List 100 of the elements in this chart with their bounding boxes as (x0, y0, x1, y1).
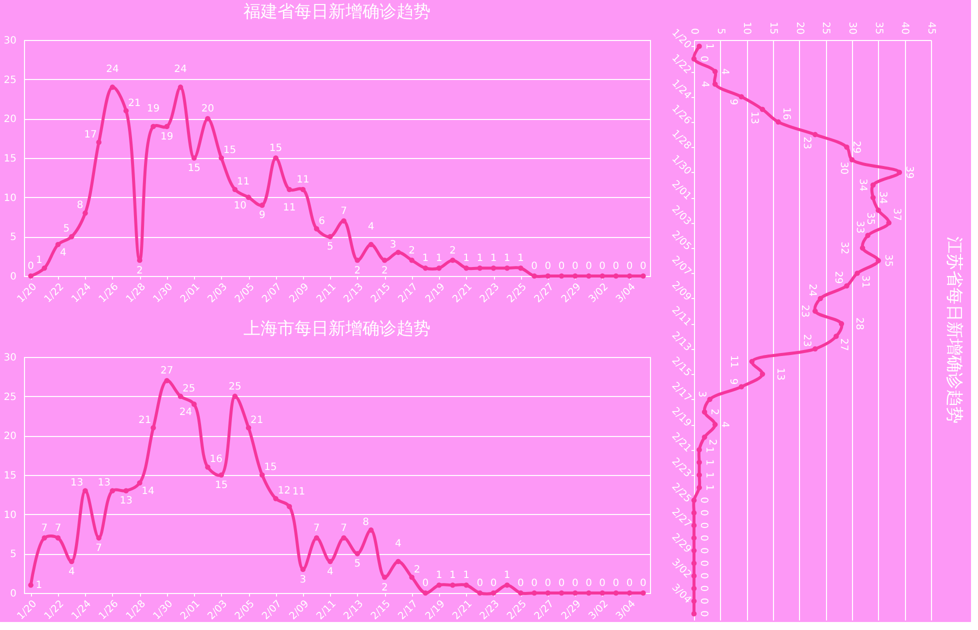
data-label: 0 (490, 578, 497, 589)
point (712, 422, 718, 428)
y-tick-label: 0 (10, 272, 16, 282)
data-label: 12 (278, 486, 290, 497)
data-label: 0 (572, 261, 578, 272)
point (123, 488, 129, 494)
data-label: 7 (54, 522, 62, 534)
data-label: 8 (76, 200, 84, 212)
x-tick-label: 0 (688, 28, 700, 34)
point (28, 582, 34, 588)
x-tick-label: 25 (820, 22, 832, 34)
point (82, 210, 88, 216)
point (504, 582, 510, 588)
point (532, 590, 537, 596)
data-label: 13 (774, 368, 786, 380)
x-tick-label: 20 (794, 22, 805, 34)
point (110, 488, 116, 494)
point (865, 232, 870, 238)
point (150, 124, 156, 130)
point (490, 590, 496, 596)
data-label: 8 (362, 517, 370, 528)
data-label: 0 (544, 578, 552, 589)
data-label: 0 (518, 578, 524, 589)
data-label: 30 (838, 162, 849, 175)
data-label: 16 (780, 107, 792, 120)
data-label: 1 (703, 43, 714, 50)
point (178, 394, 184, 399)
point (834, 334, 839, 339)
point (844, 283, 850, 289)
data-label: 2 (136, 265, 143, 276)
data-label: 0 (422, 578, 429, 589)
point (218, 472, 224, 478)
point (205, 464, 210, 470)
x-tick-label: 10 (741, 22, 752, 34)
data-label: 23 (799, 304, 810, 318)
point (760, 106, 766, 112)
y-tick-label: 5 (10, 232, 16, 244)
chart-title: 福建省每日新增确诊趋势 (244, 2, 430, 22)
data-label: 29 (850, 140, 862, 154)
point (640, 273, 646, 279)
data-label: 9 (258, 210, 266, 222)
point (354, 258, 360, 263)
data-label: 24 (106, 64, 119, 76)
point (232, 394, 238, 399)
point (812, 132, 818, 138)
data-label: 1 (436, 570, 442, 582)
point (409, 258, 414, 263)
data-label: 5 (354, 558, 361, 570)
point (178, 84, 184, 90)
point (464, 582, 469, 588)
point (696, 472, 702, 478)
data-label: 15 (214, 480, 228, 491)
point (586, 590, 592, 596)
data-label: 15 (264, 462, 277, 473)
y-tick-label: 15 (4, 470, 16, 482)
data-label: 0 (698, 560, 709, 566)
point (707, 396, 712, 402)
point (876, 208, 881, 213)
data-label: 21 (250, 414, 264, 426)
data-label: 0 (558, 578, 565, 589)
data-label: 37 (890, 208, 902, 221)
point (396, 250, 401, 256)
data-label: 23 (801, 334, 812, 347)
data-label: 6 (318, 216, 325, 227)
point (422, 265, 428, 271)
point (354, 551, 360, 556)
data-label: 0 (698, 510, 709, 516)
point (870, 194, 876, 200)
data-label: 2 (706, 439, 718, 446)
point (696, 44, 702, 49)
data-label: 25 (228, 381, 242, 392)
point (42, 535, 48, 541)
point (150, 425, 156, 430)
data-label: 2 (708, 408, 720, 416)
point (812, 346, 818, 352)
data-label: 24 (806, 284, 818, 296)
x-tick-label: 45 (926, 22, 936, 34)
point (586, 273, 592, 279)
data-label: 4 (327, 566, 334, 578)
point (896, 170, 902, 176)
data-label: 1 (490, 253, 497, 264)
data-label: 34 (877, 191, 888, 204)
point (68, 234, 74, 240)
data-label: 16 (210, 454, 222, 466)
data-label: 35 (864, 212, 876, 225)
point (738, 94, 744, 100)
data-label: 0 (698, 534, 709, 542)
data-label: 9 (727, 378, 738, 385)
point (205, 116, 210, 122)
x-tick-label: 35 (872, 22, 884, 34)
point (314, 226, 320, 232)
data-label: 17 (84, 129, 97, 140)
data-label: 11 (728, 355, 739, 368)
point (572, 590, 578, 596)
point (749, 358, 755, 364)
data-label: 4 (368, 222, 374, 233)
point (450, 258, 456, 263)
data-label: 0 (612, 261, 620, 272)
data-label: 0 (531, 261, 538, 272)
point (738, 384, 744, 390)
